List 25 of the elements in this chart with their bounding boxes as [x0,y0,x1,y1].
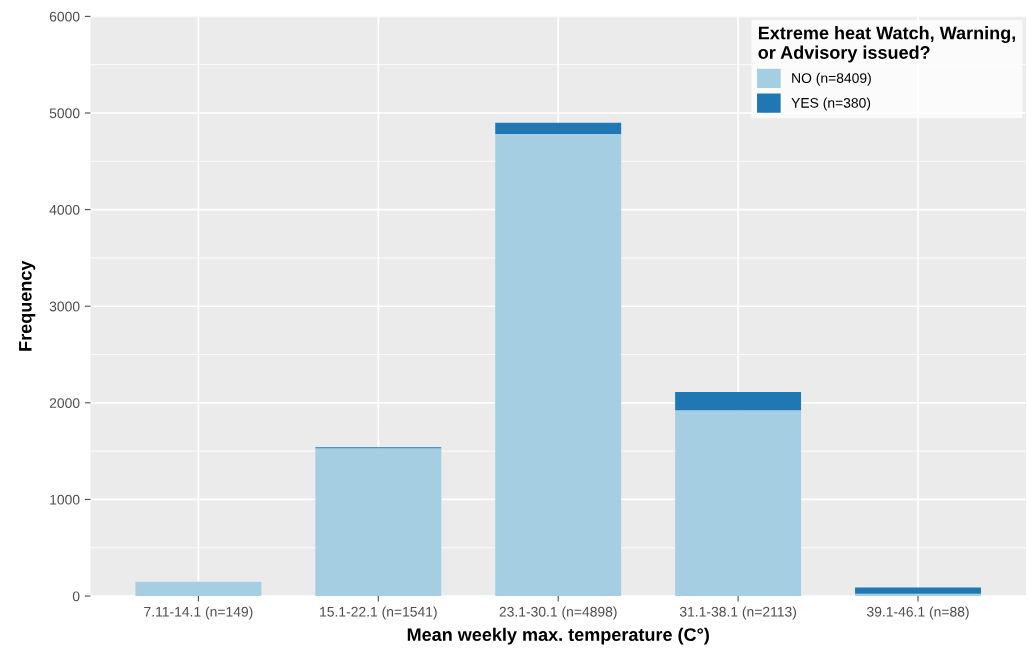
bar [855,587,981,594]
bar [495,133,622,597]
y-tick-label: 5000 [49,108,80,119]
bar [855,593,981,597]
bar [135,581,262,597]
x-tick-label: 39.1-46.1 (n=88) [867,606,969,620]
bar [675,391,802,411]
y-tick-label: 4000 [49,204,80,215]
legend-title: Extreme heat Watch, Warning, or Advisory issued? [758,26,1016,63]
x-tick-label: 7.11-14.1 (n=149) [144,606,253,620]
x-tick-label: 23.1-30.1 (n=4898) [499,606,617,620]
y-tick-label: 6000 [49,11,80,22]
y-tick-label: 3000 [49,301,80,312]
x-axis-title: Mean weekly max. temperature (C°) [407,627,709,645]
y-axis-title: Frequency [19,260,36,351]
legend-label: NO (n=8409) [792,72,871,86]
bar [495,122,622,134]
y-tick-label: 0 [72,591,80,602]
bar [315,448,442,597]
x-tick-label: 31.1-38.1 (n=2113) [679,606,796,620]
x-tick-label: 15.1-22.1 (n=1541) [320,606,437,620]
y-tick-label: 1000 [50,494,80,505]
y-tick-label: 2000 [49,398,80,408]
bar [675,410,802,597]
legend-label: YES (n=380) [791,97,871,111]
